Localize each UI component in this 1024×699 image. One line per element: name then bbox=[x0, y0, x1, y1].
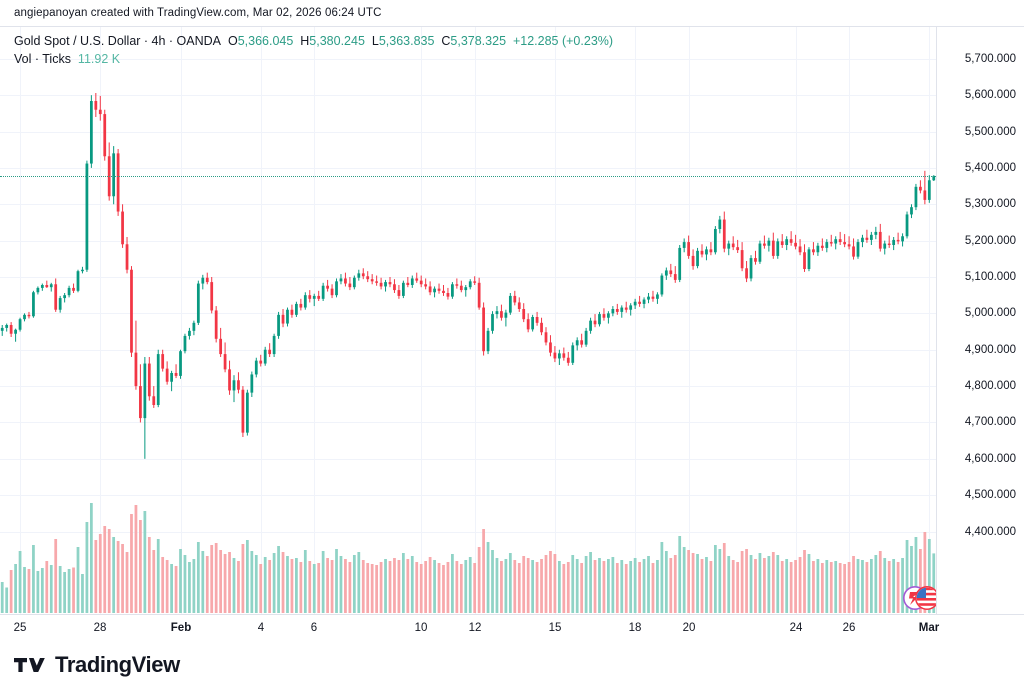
chart-plot-area[interactable] bbox=[0, 27, 936, 615]
time-axis-label: 26 bbox=[842, 622, 856, 634]
time-axis-label: 6 bbox=[310, 622, 318, 634]
chart-frame: 5,378.325 03:36:00 11.92 K 5,700.0005,60… bbox=[0, 26, 1024, 615]
gridline-vertical bbox=[181, 27, 182, 615]
gridline-horizontal bbox=[0, 422, 936, 424]
gridline-horizontal bbox=[0, 386, 936, 388]
time-axis-label: 12 bbox=[468, 622, 482, 634]
gridline-horizontal bbox=[0, 95, 936, 97]
price-axis-label: 4,900.000 bbox=[964, 343, 1016, 356]
gridline-vertical bbox=[796, 27, 797, 615]
gridline-vertical bbox=[261, 27, 262, 615]
price-axis-label: 5,100.000 bbox=[964, 271, 1016, 283]
tradingview-logo-icon bbox=[14, 658, 45, 672]
time-axis-label: 10 bbox=[414, 622, 428, 634]
price-axis[interactable]: 5,378.325 03:36:00 11.92 K 5,700.0005,60… bbox=[936, 27, 1024, 615]
current-price-line bbox=[0, 175, 936, 177]
time-axis-label: Feb bbox=[170, 622, 192, 634]
time-axis-label: 20 bbox=[682, 622, 696, 634]
time-axis-label: 24 bbox=[789, 622, 803, 634]
gridline-horizontal bbox=[0, 458, 936, 460]
gridline-horizontal bbox=[0, 58, 936, 60]
gridline-horizontal bbox=[0, 131, 936, 133]
gridline-vertical bbox=[555, 27, 556, 615]
gridline-horizontal bbox=[0, 313, 936, 315]
time-axis-label: 25 bbox=[13, 622, 27, 634]
gridline-horizontal bbox=[0, 495, 936, 497]
gridline-horizontal bbox=[0, 277, 936, 278]
gridline-horizontal bbox=[0, 531, 936, 533]
price-axis-label: 5,000.000 bbox=[964, 307, 1016, 320]
gridline-vertical bbox=[421, 27, 422, 615]
gridline-horizontal bbox=[0, 167, 936, 169]
gridline-vertical bbox=[635, 27, 636, 615]
price-axis-label: 5,400.000 bbox=[964, 161, 1016, 174]
price-axis-label: 4,600.000 bbox=[964, 452, 1016, 465]
gridline-vertical bbox=[849, 27, 850, 615]
time-axis-label: Mar bbox=[918, 622, 940, 634]
gridline-horizontal bbox=[0, 204, 936, 206]
price-axis-label: 4,700.000 bbox=[964, 416, 1016, 429]
price-axis-label: 5,500.000 bbox=[964, 125, 1016, 138]
tradingview-wordmark: TradingView bbox=[55, 652, 180, 677]
gridline-vertical bbox=[929, 27, 930, 615]
price-axis-label: 4,500.000 bbox=[964, 489, 1016, 502]
gridline-vertical bbox=[314, 27, 315, 615]
gridline-vertical bbox=[100, 27, 101, 615]
gridline-horizontal bbox=[0, 349, 936, 351]
gridline-horizontal bbox=[0, 240, 936, 242]
price-axis-label: 4,800.000 bbox=[964, 380, 1016, 393]
price-axis-label: 5,300.000 bbox=[964, 198, 1016, 211]
time-axis-label: 4 bbox=[257, 622, 265, 634]
tradingview-footer-logo: TradingView bbox=[14, 652, 180, 678]
price-axis-label: 5,600.000 bbox=[964, 89, 1016, 102]
candlestick-series bbox=[0, 93, 936, 459]
time-axis[interactable]: 25 28 Feb 4 6 10 12 15 18 20 24 26 Mar bbox=[0, 614, 1024, 642]
price-axis-label: 5,200.000 bbox=[964, 234, 1016, 247]
time-axis-label: 28 bbox=[93, 622, 107, 634]
gridline-vertical bbox=[689, 27, 690, 615]
price-axis-label: 5,700.000 bbox=[964, 52, 1016, 65]
time-axis-label: 18 bbox=[628, 622, 642, 634]
attribution-text: angiepanoyan created with TradingView.co… bbox=[14, 7, 382, 19]
gridline-vertical bbox=[475, 27, 476, 615]
symbol-flag-badge bbox=[900, 585, 936, 615]
volume-series bbox=[0, 503, 936, 613]
price-axis-label: 4,400.000 bbox=[964, 525, 1016, 538]
time-axis-label: 15 bbox=[548, 622, 562, 634]
